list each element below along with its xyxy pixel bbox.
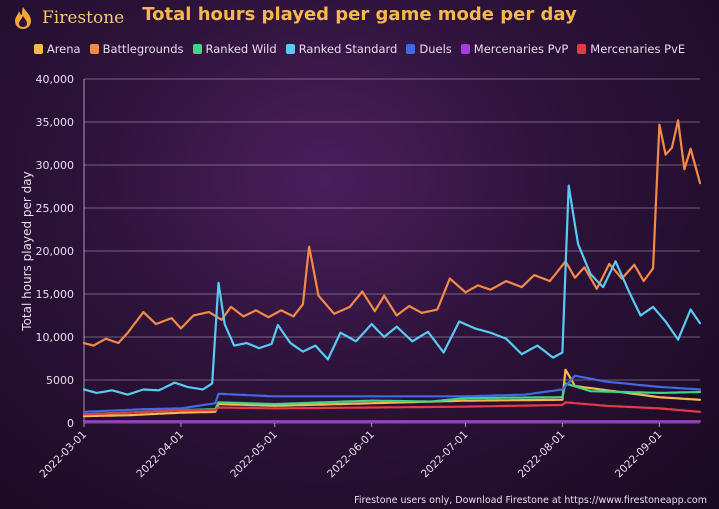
legend-label: Battlegrounds	[102, 42, 184, 56]
x-tick-label: 2022-03-01	[37, 429, 89, 481]
legend-swatch	[89, 44, 99, 54]
flame-icon	[15, 7, 31, 29]
legend-swatch	[577, 44, 587, 54]
legend-item-mercenaries-pvp[interactable]: Mercenaries PvP	[460, 42, 569, 56]
x-tick-label: 2022-08-01	[516, 429, 568, 481]
chart-title: Total hours played per game mode per day	[142, 4, 577, 25]
series-line-mercenaries-pve	[82, 401, 702, 416]
legend-item-ranked-wild[interactable]: Ranked Wild	[192, 42, 277, 56]
legend-label: Arena	[46, 42, 81, 56]
x-tick-label: 2022-06-01	[325, 429, 377, 481]
legend-swatch	[33, 44, 43, 54]
logo: Firestone	[12, 5, 124, 31]
legend-label: Ranked Standard	[298, 42, 398, 56]
legend-item-arena[interactable]: Arena	[33, 42, 81, 56]
x-tick-label: 2022-05-01	[228, 429, 280, 481]
x-tick-label: 2022-04-01	[134, 429, 186, 481]
series-line-duels	[82, 374, 702, 413]
legend-swatch	[285, 44, 295, 54]
legend-label: Mercenaries PvE	[590, 42, 686, 56]
series-line-arena	[82, 368, 702, 418]
series-line-battlegrounds	[82, 119, 702, 347]
y-tick-label: 15,000	[36, 288, 75, 301]
footer-text: Firestone users only, Download Firestone…	[354, 495, 707, 506]
y-tick-label: 5000	[46, 374, 74, 387]
legend-swatch	[406, 44, 416, 54]
logo-text: Firestone	[42, 8, 125, 28]
legend-item-ranked-standard[interactable]: Ranked Standard	[285, 42, 398, 56]
series-line-ranked-standard	[82, 184, 702, 396]
x-tick-label: 2022-07-01	[419, 429, 471, 481]
chart-legend: Arena Battlegrounds Ranked Wild Ranked Stan…	[0, 42, 719, 56]
y-tick-label: 25,000	[36, 202, 75, 215]
y-tick-label: 30,000	[36, 159, 75, 172]
y-tick-label: 10,000	[36, 331, 75, 344]
legend-item-duels[interactable]: Duels	[406, 42, 452, 56]
legend-swatch	[192, 44, 202, 54]
y-tick-label: 35,000	[36, 116, 75, 129]
legend-label: Duels	[419, 42, 452, 56]
y-axis-title: Total hours played per day	[20, 171, 34, 331]
legend-item-battlegrounds[interactable]: Battlegrounds	[89, 42, 184, 56]
legend-item-mercenaries-pve[interactable]: Mercenaries PvE	[577, 42, 685, 56]
legend-label: Ranked Wild	[205, 42, 277, 56]
legend-label: Mercenaries PvP	[473, 42, 569, 56]
y-tick-label: 40,000	[36, 73, 75, 86]
legend-swatch	[460, 44, 470, 54]
y-tick-label: 20,000	[36, 245, 75, 258]
x-tick-label: 2022-09-01	[613, 429, 665, 481]
y-tick-label: 0	[67, 417, 74, 430]
